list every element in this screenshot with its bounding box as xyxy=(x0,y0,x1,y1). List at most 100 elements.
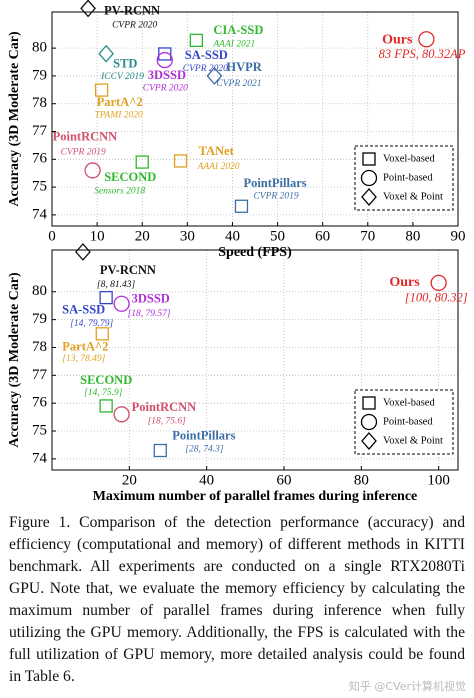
x-tick-label: 20 xyxy=(122,472,137,488)
point-label: 3DSSD xyxy=(148,68,186,82)
point-label: PartA^2 xyxy=(97,95,143,109)
x-axis-label: Speed (FPS) xyxy=(218,245,292,260)
legend-box xyxy=(354,145,454,211)
x-tick-label: 20 xyxy=(135,228,150,244)
point xyxy=(99,290,113,305)
y-tick-label: 76 xyxy=(32,151,48,167)
legend-box xyxy=(354,389,454,455)
point xyxy=(95,327,109,341)
point-note: AAAI 2021 xyxy=(212,40,255,50)
legend-label: Point-based xyxy=(383,416,433,427)
point xyxy=(189,33,204,47)
point-label: PointRCNN xyxy=(53,129,118,143)
point-label: CIA-SSD xyxy=(213,23,263,37)
point-label: PV-RCNN xyxy=(100,263,156,277)
point xyxy=(418,31,435,48)
legend-label: Voxel & Point xyxy=(383,191,443,202)
y-tick-label: 75 xyxy=(32,422,47,438)
point-note: ICCV 2019 xyxy=(100,72,144,82)
point xyxy=(206,66,223,85)
y-tick-label: 79 xyxy=(32,67,47,83)
point-note: [18, 79.57] xyxy=(128,309,171,319)
point-label: Ours xyxy=(389,275,420,290)
point-label: PointRCNN xyxy=(132,400,197,414)
point-note: Sensors 2018 xyxy=(94,186,145,196)
x-tick-label: 0 xyxy=(48,228,56,244)
y-tick-label: 80 xyxy=(32,40,47,56)
point xyxy=(158,47,172,61)
point-label: PointPillars xyxy=(243,176,306,190)
point xyxy=(84,162,101,179)
x-tick-label: 70 xyxy=(360,228,375,244)
legend-marker xyxy=(362,152,376,166)
plot-frame xyxy=(51,11,459,227)
y-axis-label: Accuracy (3D Moderate Car) xyxy=(7,272,22,448)
point-note: 83 FPS, 80.32AP xyxy=(379,47,466,61)
x-tick-label: 80 xyxy=(354,472,369,488)
point-label: HVPR xyxy=(226,60,262,74)
x-tick-label: 50 xyxy=(270,228,285,244)
point-label: STD xyxy=(113,57,137,71)
point-note: [13, 78.49] xyxy=(62,354,105,364)
y-tick-label: 76 xyxy=(32,395,48,411)
point-note: [100, 80.32] xyxy=(405,291,468,305)
y-tick-label: 74 xyxy=(32,206,48,222)
x-tick-label: 100 xyxy=(427,472,450,488)
x-tick-label: 40 xyxy=(225,228,240,244)
point xyxy=(156,51,173,69)
x-tick-label: 80 xyxy=(405,228,420,244)
point xyxy=(153,443,167,458)
point-note: [14, 79.79] xyxy=(70,319,113,329)
point-label: SA-SSD xyxy=(185,48,228,62)
point-label: PartA^2 xyxy=(62,340,108,354)
x-axis-label: Maximum number of parallel frames during… xyxy=(93,489,418,504)
point xyxy=(98,44,114,63)
y-tick-label: 78 xyxy=(32,95,47,111)
point xyxy=(80,0,96,18)
point-label: SECOND xyxy=(80,373,132,387)
point xyxy=(234,199,249,213)
point-label: Ours xyxy=(382,32,413,47)
x-tick-label: 60 xyxy=(277,472,292,488)
legend-label: Voxel & Point xyxy=(383,435,443,446)
point-note: [28, 74.3] xyxy=(185,445,224,455)
y-tick-label: 74 xyxy=(32,450,48,466)
figure: 74 75 76 77 78 79 80 0 10 20 30 40 50 60 70 80 90 Speed (… xyxy=(7,0,468,504)
point xyxy=(113,295,130,312)
x-tick-label: 60 xyxy=(315,228,330,244)
point-note: CVPR 2020 xyxy=(112,21,157,31)
legend-label: Voxel-based xyxy=(383,397,435,408)
point-note: [8, 81.43] xyxy=(97,280,136,290)
x-tick-label: 40 xyxy=(199,472,214,488)
y-tick-label: 75 xyxy=(32,179,47,195)
plot-frame xyxy=(51,249,459,471)
point-note: CVPR 2019 xyxy=(61,148,106,158)
x-tick-label: 10 xyxy=(90,228,105,244)
point-note: AAAI 2020 xyxy=(197,162,240,172)
point-note: CVPR 2020 xyxy=(183,64,228,74)
point-note: TPAMI 2020 xyxy=(95,110,143,120)
y-tick-label: 77 xyxy=(32,123,48,139)
x-tick-label: 30 xyxy=(180,228,195,244)
point-note: [14, 75.9] xyxy=(84,388,123,398)
y-tick-label: 77 xyxy=(32,367,48,383)
point-label: 3DSSD xyxy=(132,292,170,306)
point-label: PointPillars xyxy=(172,428,235,442)
point xyxy=(113,406,130,423)
watermark: 知乎 @CVer计算机视觉 xyxy=(348,680,466,693)
point-label: SECOND xyxy=(104,170,156,184)
point xyxy=(94,83,109,97)
point xyxy=(99,399,113,413)
point xyxy=(173,154,188,168)
legend-marker xyxy=(361,188,377,206)
y-tick-label: 78 xyxy=(32,339,47,355)
legend-label: Point-based xyxy=(383,172,433,183)
point-label: SA-SSD xyxy=(62,302,105,316)
legend-marker xyxy=(360,413,378,431)
y-tick-label: 80 xyxy=(32,283,47,299)
point-note: [18, 75.6] xyxy=(148,416,187,426)
point-note: CVPR 2021 xyxy=(216,79,261,89)
caption: Figure 1. Comparison of the detection pe… xyxy=(9,514,465,685)
y-tick-label: 79 xyxy=(32,311,47,327)
